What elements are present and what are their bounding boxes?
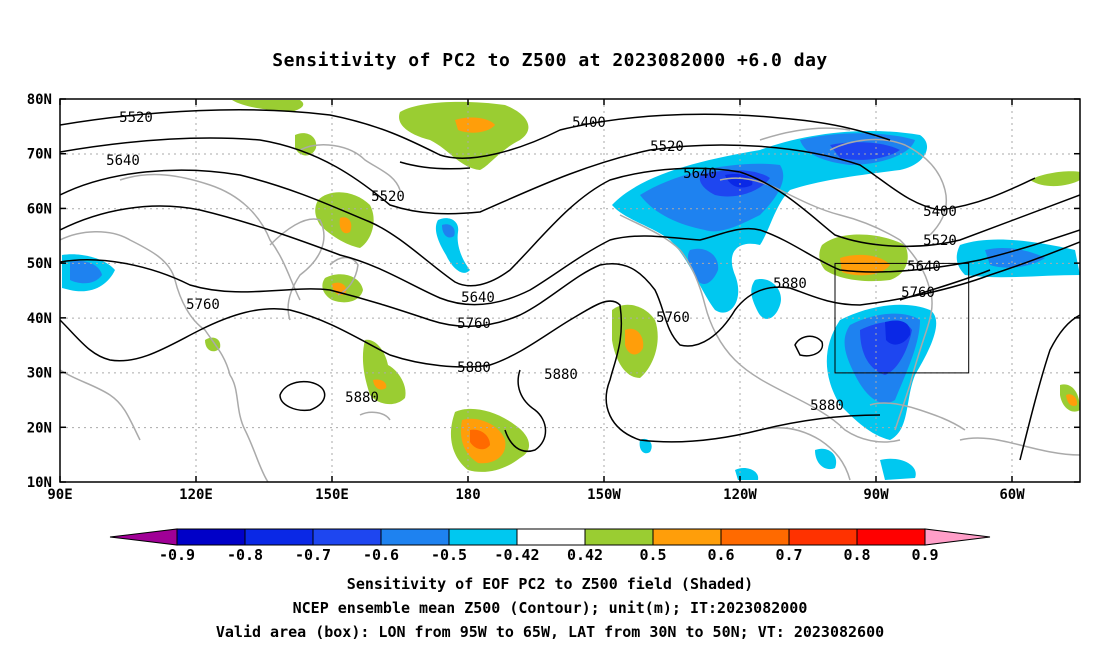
contour-label: 5880 (810, 398, 844, 414)
lat-tick-label: 60N (27, 201, 52, 217)
contour-label: 5520 (119, 110, 153, 126)
lat-tick-label: 40N (27, 311, 52, 327)
valid-area-box (834, 262, 970, 374)
map-title: Sensitivity of PC2 to Z500 at 2023082000… (272, 50, 828, 71)
colorbar-swatch (584, 528, 654, 546)
colorbar-swatch (856, 528, 926, 546)
contour-label: 5880 (773, 276, 807, 292)
colorbar-swatch (244, 528, 314, 546)
colorbar-label: 0.9 (911, 546, 938, 564)
contour-label: 5760 (656, 310, 690, 326)
contour-label: 5520 (371, 189, 405, 205)
z500-contours (60, 109, 1080, 461)
contour-label: 5640 (106, 153, 140, 169)
contour-label: 5400 (923, 204, 957, 220)
colorbar-label: -0.42 (494, 546, 539, 564)
colorbar-label: -0.5 (431, 546, 467, 564)
contour-label: 5520 (650, 139, 684, 155)
contour-label: 5760 (457, 316, 491, 332)
colorbar-swatch (312, 528, 382, 546)
colorbar-swatch (788, 528, 858, 546)
colorbar-swatch (720, 528, 790, 546)
contour-label-group: 5520 5400 5520 5640 5640 5520 5400 5520 5640 5760… (106, 110, 957, 414)
contour-label: 5880 (457, 360, 491, 376)
caption-contour: NCEP ensemble mean Z500 (Contour); unit(… (292, 599, 808, 617)
colorbar-label: 0.8 (843, 546, 870, 564)
lat-tick-label: 70N (27, 147, 52, 163)
contour-label: 5400 (572, 115, 606, 131)
lat-tick-label: 10N (27, 475, 52, 491)
colorbar: -0.9 -0.8 -0.7 -0.6 -0.5 -0.42 0.42 0.5 0.6 0.7 0.… (109, 528, 991, 564)
coastlines (60, 127, 1080, 482)
contour-label: 5520 (923, 233, 957, 249)
lon-tick-label: 120E (179, 487, 213, 503)
caption-shaded: Sensitivity of EOF PC2 to Z500 field (Sh… (346, 575, 754, 593)
lon-tick-label: 180 (455, 487, 480, 503)
lat-tick-label: 80N (27, 92, 52, 108)
contour-label: 5640 (683, 166, 717, 182)
lon-tick-label: 90E (47, 487, 72, 503)
contour-label: 5880 (345, 390, 379, 406)
colorbar-swatch (652, 528, 722, 546)
lon-tick-label: 90W (863, 487, 889, 503)
colorbar-swatch (448, 528, 518, 546)
lon-tick-label: 150E (315, 487, 349, 503)
contour-label: 5880 (544, 367, 578, 383)
colorbar-swatch (109, 528, 178, 546)
lat-tick-label: 50N (27, 256, 52, 272)
map-frame (59, 98, 1081, 483)
contour-label: 5760 (901, 285, 935, 301)
lon-tick-label: 150W (587, 487, 621, 503)
colorbar-label: -0.9 (159, 546, 195, 564)
colorbar-label: 0.42 (567, 546, 603, 564)
contour-label: 5760 (186, 297, 220, 313)
lon-tick-label: 120W (723, 487, 757, 503)
colorbar-label: -0.7 (295, 546, 331, 564)
lat-tick-label: 30N (27, 366, 52, 382)
longitude-axis: 90E 120E 150E 180 150W 120W 90W 60W (47, 99, 1025, 503)
colorbar-swatch (380, 528, 450, 546)
lon-tick-label: 60W (999, 487, 1025, 503)
caption-valid-area: Valid area (box): LON from 95W to 65W, L… (215, 623, 885, 641)
colorbar-label: 0.5 (639, 546, 666, 564)
colorbar-label: -0.8 (227, 546, 263, 564)
colorbar-swatch (924, 528, 991, 546)
colorbar-swatch (176, 528, 246, 546)
colorbar-label: -0.6 (363, 546, 399, 564)
colorbar-swatch (516, 528, 586, 546)
colorbar-label: 0.6 (707, 546, 734, 564)
latitude-axis: 80N 70N 60N 50N 40N 30N 20N 10N (27, 92, 1080, 491)
contour-label: 5640 (907, 259, 941, 275)
contour-label: 5640 (461, 290, 495, 306)
lat-tick-label: 20N (27, 420, 52, 436)
colorbar-label: 0.7 (775, 546, 802, 564)
